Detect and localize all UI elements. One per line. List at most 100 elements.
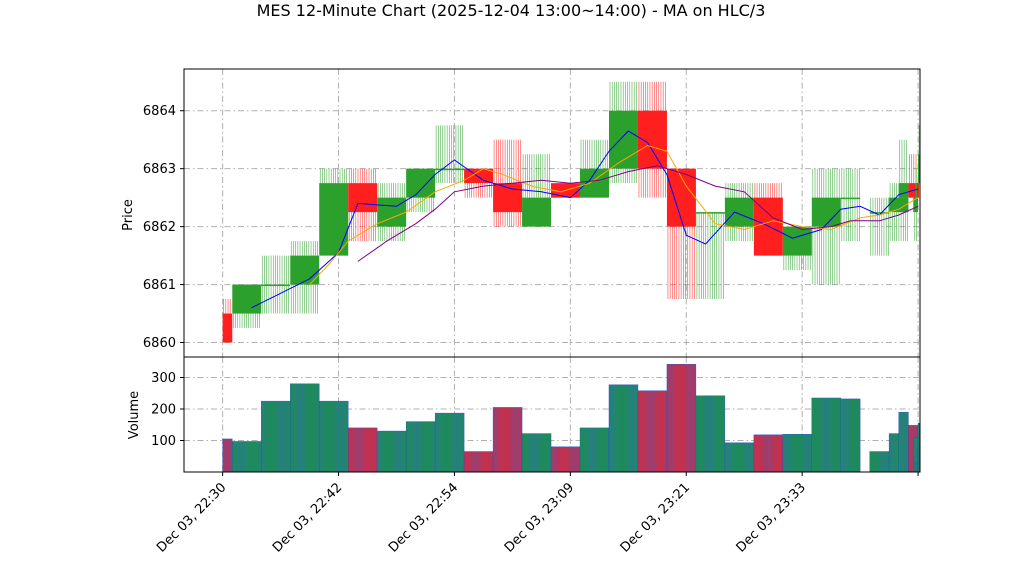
candle-body [435,168,465,171]
candle-wick [435,125,463,184]
candle-body [608,110,638,169]
volume-bar [782,433,813,473]
candle-body [261,284,291,287]
candle-body [918,154,921,184]
price-tick-label: 6861 [143,278,176,293]
volume-bar [434,412,465,473]
volume-bar-rect [434,412,465,473]
candle [840,168,861,242]
candle-body [898,183,909,198]
candle [580,139,609,198]
volume-bar [811,397,841,473]
candle [917,183,920,198]
price-bars [222,81,921,343]
price-axis-label: Price [121,199,136,231]
candle-body [406,168,436,198]
volume-bar [376,430,407,473]
candle-body [840,197,861,200]
x-tick-label: Dec 03, 23:21 [618,480,693,555]
price-grid [184,69,920,357]
volume-bar-rect [811,397,841,473]
volume-bars [222,364,921,473]
candle [695,212,725,300]
candle [915,168,919,213]
candle [898,139,909,213]
volume-bar [608,384,639,473]
volume-bar [319,400,349,473]
price-frame [183,68,921,358]
price-panel: 6860 6861 6862 6863 6864 Price [121,68,921,358]
candle [290,241,320,314]
ma-mid-line [309,144,919,285]
volume-tick-label: 100 [151,434,176,449]
candle [435,125,465,184]
candle-body [869,212,890,214]
volume-bar-rect [869,451,890,473]
x-tick-label: Dec 03, 22:54 [386,480,461,555]
candle-body [464,168,494,184]
volume-yticks: 100 200 300 [151,371,184,449]
volume-bar [347,427,378,473]
volume-bar [840,398,861,473]
candle-body [319,183,349,256]
volume-bar-rect [290,383,320,473]
volume-bar [579,427,610,473]
volume-bar-rect [521,433,552,473]
candle-wick [899,139,907,213]
volume-bar-rect [608,384,639,473]
volume-bar [898,411,909,473]
candle [869,197,890,256]
volume-frame [183,356,921,473]
candle-body [232,284,262,314]
volume-bar-rect [492,407,523,473]
candle-body [222,313,233,343]
price-tick-label: 6864 [143,104,176,119]
candle-body [724,197,754,227]
volume-bar-rect [753,434,784,473]
candle-body [522,197,552,227]
candle [222,299,233,343]
candle [261,255,291,314]
volume-bar [521,433,552,473]
volume-bar-rect [319,400,349,473]
volume-bar [463,451,494,473]
candle [913,197,919,242]
volume-bar-rect [666,364,697,473]
candle [406,168,436,213]
ma-slow-line [357,165,919,262]
volume-bar-rect [782,433,813,473]
price-tick-label: 6862 [143,220,176,235]
volume-bar-rect [637,390,668,473]
volume-bar-rect [695,395,726,473]
volume-bar-rect [840,398,861,473]
candle [232,284,262,329]
volume-bar-rect [405,421,436,473]
candle-body [695,212,725,214]
candle [319,168,349,256]
volume-bar [666,364,697,473]
x-axis: Dec 03, 22:30 Dec 03, 22:42 Dec 03, 22:54 D… [154,472,919,556]
volume-tick-label: 200 [151,402,176,417]
volume-bar [290,383,320,473]
volume-bar-rect [550,446,581,473]
price-tick-label: 6860 [143,336,176,351]
candle [348,168,378,242]
volume-bar [695,395,726,473]
volume-bar [222,438,233,473]
volume-bar-rect [579,427,610,473]
volume-bar [232,441,262,473]
candle [782,226,812,271]
x-tick-label: Dec 03, 23:09 [502,480,577,555]
volume-panel: 100 200 300 Volume [127,356,921,473]
volume-bar [261,400,291,473]
volume-bar [550,446,581,473]
candle-body [915,183,919,198]
candle [522,154,552,227]
volume-bar [637,390,668,473]
candle [666,168,696,300]
volume-bar-rect [232,441,262,473]
candle [464,168,494,198]
volume-tick-label: 300 [151,371,176,386]
x-tick-label: Dec 03, 22:30 [154,480,229,555]
